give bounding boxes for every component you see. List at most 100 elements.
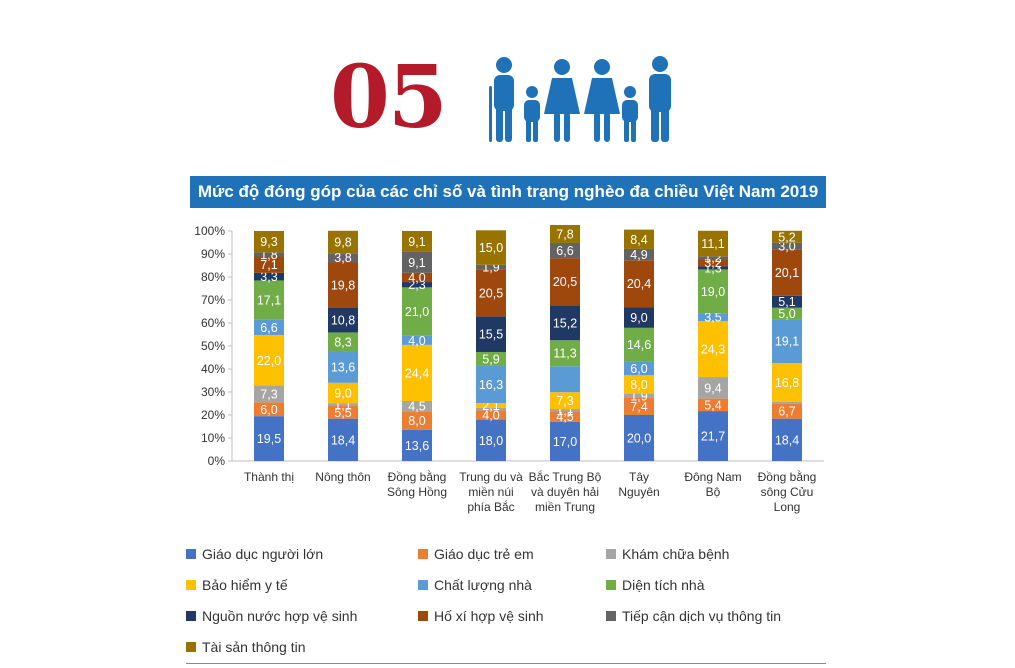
data-label: 4,9 bbox=[630, 248, 647, 262]
data-label: 7,1 bbox=[260, 258, 277, 272]
bar-segment bbox=[698, 313, 728, 322]
data-label: 3,5 bbox=[704, 311, 721, 325]
bar-segment bbox=[328, 406, 358, 419]
bar-segment bbox=[550, 305, 580, 341]
bar-stack: 21,75,49,424,33,519,01,33,21,211,1 bbox=[698, 230, 728, 461]
bar-segment bbox=[624, 327, 654, 362]
legend-label: Tài sản thông tin bbox=[202, 639, 306, 655]
bar-segment bbox=[476, 365, 506, 404]
bar-segment bbox=[772, 319, 802, 364]
legend-item: Nguồn nước hợp vệ sinh bbox=[186, 608, 357, 624]
bar-segment bbox=[772, 249, 802, 296]
x-tick-label: Tây Nguyên bbox=[618, 470, 659, 499]
data-label: 8,0 bbox=[630, 378, 647, 392]
bar-segment bbox=[254, 256, 284, 273]
data-label: 20,0 bbox=[627, 432, 651, 446]
section-number: 05 bbox=[330, 47, 448, 148]
bar-segment bbox=[476, 407, 506, 411]
legend-label: Hố xí hợp vệ sinh bbox=[434, 608, 544, 624]
bar-segment bbox=[772, 401, 802, 404]
data-label: 15,2 bbox=[553, 316, 577, 330]
data-label: 6,0 bbox=[630, 362, 647, 376]
bar-segment bbox=[772, 295, 802, 308]
header: 05 bbox=[330, 50, 690, 145]
x-tick-label: Nông thôn bbox=[315, 470, 370, 484]
data-label: 4,0 bbox=[408, 334, 425, 348]
bar-segment bbox=[550, 392, 580, 410]
bar-segment bbox=[624, 229, 654, 249]
bar-segment bbox=[550, 366, 580, 393]
legend-item: Diện tích nhà bbox=[606, 577, 705, 593]
bar-segment bbox=[698, 256, 728, 260]
data-label: 19,0 bbox=[701, 285, 725, 299]
data-label: 15,5 bbox=[479, 328, 503, 342]
data-label: 5,4 bbox=[704, 398, 721, 412]
data-label: 17,1 bbox=[257, 294, 281, 308]
bar-segment bbox=[550, 340, 580, 367]
data-label: 15,0 bbox=[479, 241, 503, 255]
legend-swatch bbox=[606, 611, 616, 621]
data-label: 16,3 bbox=[479, 378, 503, 392]
data-label: 5,0 bbox=[778, 307, 795, 321]
data-label: 24,3 bbox=[701, 343, 725, 357]
legend-item: Chất lượng nhà bbox=[418, 577, 532, 593]
legend-swatch bbox=[418, 611, 428, 621]
legend-swatch bbox=[606, 549, 616, 559]
x-tick-label: Đồng bằng sông Cửu Long bbox=[758, 469, 817, 514]
bar-stack: 19,56,07,322,06,617,13,37,11,89,3 bbox=[254, 231, 284, 461]
y-tick-label: 20% bbox=[201, 408, 225, 422]
bar-segment bbox=[402, 344, 432, 401]
data-label: 24,4 bbox=[405, 366, 429, 380]
data-label: 18,4 bbox=[331, 433, 355, 447]
data-label: 18,0 bbox=[479, 434, 503, 448]
bar-segment bbox=[624, 248, 654, 261]
legend-item: Bảo hiểm y tế bbox=[186, 577, 288, 593]
bar-segment bbox=[476, 419, 506, 461]
bar-stack: 13,68,04,524,44,021,02,34,09,19,1 bbox=[402, 231, 432, 461]
bar-stack: 20,07,41,98,06,014,69,020,44,98,4 bbox=[624, 229, 654, 461]
data-label: 11,3 bbox=[553, 347, 576, 361]
data-label: 3,2 bbox=[704, 256, 721, 270]
data-label: 9,3 bbox=[260, 235, 277, 249]
legend-item: Giáo dục trẻ em bbox=[418, 546, 534, 562]
data-label: 5,9 bbox=[482, 352, 499, 366]
data-label: 13,6 bbox=[405, 439, 429, 453]
y-tick-label: 50% bbox=[201, 339, 225, 353]
bar-segment bbox=[476, 264, 506, 270]
chart-legend: Giáo dục người lớn Giáo dục trẻ em Khám ch… bbox=[186, 540, 846, 665]
bar-segment bbox=[772, 307, 802, 320]
x-tick-label: Bắc Trung Bộ và duyên hải miền Trung bbox=[529, 469, 602, 514]
data-label: 8,4 bbox=[630, 233, 647, 247]
bar-segment bbox=[550, 421, 580, 461]
y-tick-label: 70% bbox=[201, 293, 225, 307]
data-label: 7,4 bbox=[630, 400, 647, 414]
legend-label: Chất lượng nhà bbox=[434, 577, 532, 593]
bar-segment bbox=[254, 385, 284, 403]
bar-stack: 17,04,51,17,311,315,220,56,67,8 bbox=[550, 225, 580, 461]
bar-segment bbox=[402, 251, 432, 273]
bar-segment bbox=[624, 415, 654, 461]
data-label: 4,0 bbox=[482, 409, 499, 423]
legend-item: Khám chữa bệnh bbox=[606, 546, 729, 562]
bar-segment bbox=[476, 230, 506, 265]
legend-swatch bbox=[186, 611, 196, 621]
data-label: 4,0 bbox=[408, 271, 425, 285]
bar-segment bbox=[254, 416, 284, 461]
bar-segment bbox=[698, 266, 728, 270]
bar-segment bbox=[772, 363, 802, 402]
bar-segment bbox=[254, 280, 284, 320]
legend-item: Hố xí hợp vệ sinh bbox=[418, 608, 544, 624]
legend-label: Giáo dục trẻ em bbox=[434, 546, 534, 562]
bar-segment bbox=[698, 259, 728, 267]
data-label: 8,3 bbox=[334, 335, 351, 349]
bar-segment bbox=[402, 231, 432, 252]
bar-segment bbox=[402, 335, 432, 345]
bar-segment bbox=[402, 429, 432, 461]
legend-label: Bảo hiểm y tế bbox=[202, 577, 288, 593]
bar-segment bbox=[254, 252, 284, 257]
y-tick-label: 100% bbox=[194, 224, 225, 238]
bar-segment bbox=[254, 402, 284, 417]
x-tick-label: Đồng bằng Sông Hồng bbox=[387, 469, 447, 499]
data-label: 3,3 bbox=[260, 270, 277, 284]
legend-label: Nguồn nước hợp vệ sinh bbox=[202, 608, 358, 624]
